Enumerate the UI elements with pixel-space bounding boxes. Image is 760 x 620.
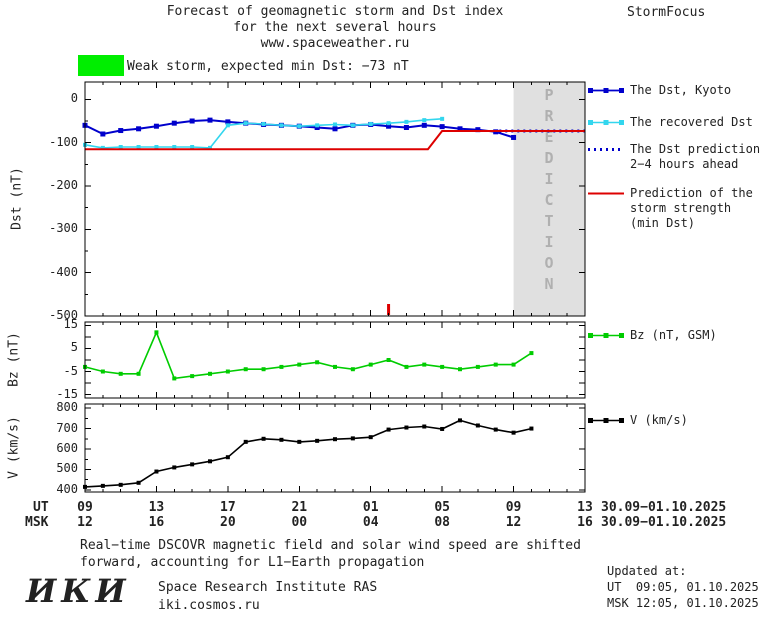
ut-hour-label: 17 [220,500,236,515]
panel-series-v [83,418,534,489]
series-kyoto [84,119,514,139]
legend-label-prediction-1: The Dst prediction [630,142,760,156]
msk-hour-label: 04 [362,515,379,530]
svg-text:N: N [544,275,553,293]
series-bz [84,330,532,380]
ut-hour-label: 09 [505,500,522,515]
v-ytick-label: 800 [56,400,78,415]
updated-msk: MSK 12:05, 01.10.2025 [607,596,759,610]
legend-recovered-dst: The recovered Dst [588,115,753,130]
ut-hour-label: 21 [291,500,308,515]
institute-site: iki.cosmos.ru [158,598,260,613]
legend-dst-kyoto: The Dst, Kyoto [588,83,731,98]
page-title: Forecast of geomagnetic storm and Dst in… [85,4,585,52]
storm-summary-text: Weak storm, expected min Dst: −73 nT [127,59,409,74]
legend-dst-prediction: The Dst prediction 2−4 hours ahead [588,142,760,172]
updated-ut: UT 09:05, 01.10.2025 [607,580,759,594]
svg-text:I: I [544,233,553,251]
title-line-2: for the next several hours [233,20,437,35]
legend-bz: Bz (nT, GSM) [588,328,717,343]
series-strength [85,130,585,151]
updated-label: Updated at: [607,564,687,578]
ut-hour-label: 09 [77,500,93,515]
panel-frame-bz [84,321,586,399]
dst-axis-title: Dst (nT) [9,167,25,230]
msk-row-label: MSK [25,515,49,530]
msk-hour-label: 16 [577,515,593,530]
dst-ytick-label: -200 [49,178,78,192]
dst-prediction-series-icon [588,144,624,155]
prediction-zone [513,82,585,316]
msk-date-range: 30.09−01.10.2025 [601,515,727,530]
bz-ytick-label: 15 [63,317,78,332]
msk-hour-label: 20 [220,515,236,530]
legend-label-recovered: The recovered Dst [630,115,753,129]
site-url: www.spaceweather.ru [260,36,410,51]
institute-name: Space Research Institute RAS [158,580,378,595]
svg-text:C: C [544,191,553,209]
bz-ytick-label: -15 [56,386,78,401]
svg-text:O: O [544,254,553,272]
svg-text:D: D [544,149,553,167]
bz-ytick-label: 5 [70,340,78,355]
v-ytick-label: 700 [56,420,78,435]
msk-hour-label: 00 [291,515,308,530]
svg-text:P: P [544,86,553,104]
panel-series-dst [82,116,585,151]
dst-kyoto-series-icon [588,85,624,96]
ut-row-label: UT [33,500,49,515]
panel-series-bz [83,330,534,381]
legend-label-dst-kyoto: The Dst, Kyoto [630,83,732,97]
brand-stormfocus: StormFocus [627,5,706,20]
svg-text:E: E [544,128,553,146]
series-v [84,419,532,488]
iki-logo: ИКИ [26,572,131,610]
footnote-line-1: Real−time DSCOVR magnetic field and sola… [80,538,581,553]
svg-text:R: R [544,107,554,125]
dst-ytick-label: 0 [70,91,78,106]
legend-label-prediction-2: 2−4 hours ahead [630,157,739,171]
svg-text:T: T [544,212,553,230]
msk-hour-label: 12 [77,515,93,530]
recovered-dst-series-icon [588,117,624,128]
panel-frame-v [84,403,586,493]
bz-ytick-label: -5 [63,363,78,378]
dst-ytick-label: -300 [49,221,78,236]
legend-storm-strength: Prediction of the storm strength (min Ds… [588,186,753,231]
ut-hour-label: 13 [148,500,165,515]
panel-frame-dst [84,81,586,317]
ut-hour-label: 13 [577,500,593,515]
legend-label-strength-1: Prediction of the [630,186,753,200]
dst-ytick-label: -100 [49,134,78,149]
dst-ytick-label: -500 [49,308,78,322]
legend-label-v: V (km/s) [630,413,688,427]
bz-series-icon [588,330,624,341]
svg-text:I: I [544,170,553,188]
v-axis-title: V (km/s) [6,416,22,479]
v-ytick-label: 600 [56,441,78,456]
ut-hour-label: 01 [362,500,379,515]
storm-level-swatch [78,55,124,76]
bz-axis-title: Bz (nT) [6,332,22,387]
v-series-icon [588,415,624,426]
v-ytick-label: 500 [56,461,78,476]
legend-v: V (km/s) [588,413,688,428]
title-line-1: Forecast of geomagnetic storm and Dst in… [166,4,504,19]
msk-hour-label: 16 [148,515,165,530]
msk-hour-label: 08 [434,515,450,530]
ut-date-range: 30.09−01.10.2025 [601,500,727,515]
legend-label-strength-2: storm strength [630,201,732,215]
ut-hour-label: 05 [434,500,450,515]
dst-ytick-label: -400 [49,264,78,279]
legend-label-strength-3: (min Dst) [630,216,696,230]
storm-strength-series-icon [588,188,624,199]
v-ytick-label: 400 [56,481,78,496]
legend-label-bz: Bz (nT, GSM) [630,328,717,342]
footnote-line-2: forward, accounting for L1−Earth propaga… [80,555,425,570]
msk-hour-label: 12 [505,515,522,530]
